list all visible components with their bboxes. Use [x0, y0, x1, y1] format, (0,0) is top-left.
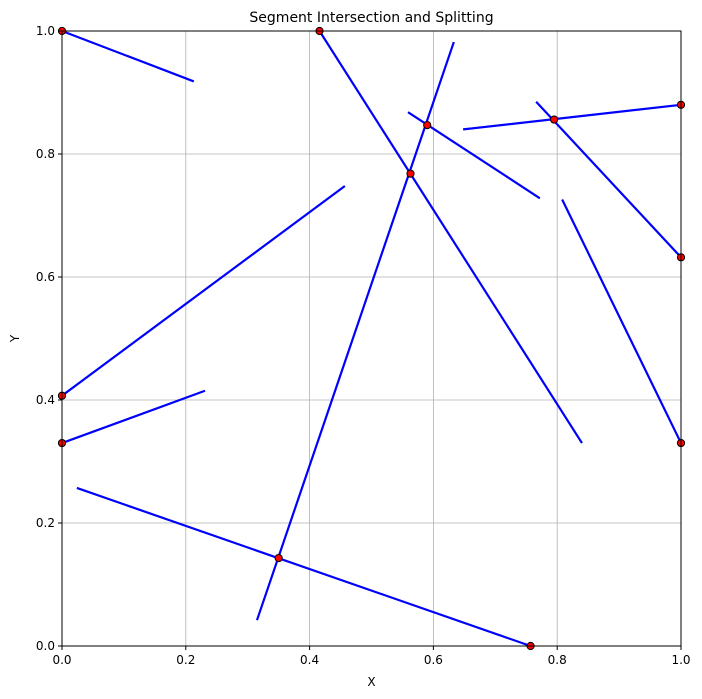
segment-line — [76, 486, 531, 648]
intersection-point — [406, 169, 415, 178]
segment-line — [61, 29, 195, 83]
y-tick-label: 1.0 — [36, 24, 55, 38]
x-tick-label: 0.0 — [52, 653, 71, 667]
point-layer — [57, 26, 686, 651]
segment-line — [61, 185, 346, 397]
chart-title: Segment Intersection and Splitting — [249, 10, 493, 26]
segment-line — [535, 100, 682, 259]
y-axis-label: Y — [8, 334, 22, 343]
intersection-point — [550, 115, 559, 124]
tick-layer: 0.0 0.2 0.4 0.6 0.8 1.0 0.0 0.2 0.4 0.6 0.8 1.0 — [36, 24, 691, 667]
x-tick-label: 0.8 — [548, 653, 567, 667]
segment-line — [255, 41, 455, 621]
segment-line — [462, 103, 682, 131]
segment-layer — [61, 29, 682, 648]
y-tick-label: 0.6 — [36, 270, 55, 284]
y-tick-label: 0.4 — [36, 393, 55, 407]
y-tick-label: 0.8 — [36, 147, 55, 161]
y-tick-label: 0.0 — [36, 639, 55, 653]
x-tick-label: 1.0 — [671, 653, 690, 667]
x-tick-label: 0.6 — [424, 653, 443, 667]
plot-frame — [61, 30, 682, 647]
intersection-point — [423, 120, 432, 130]
x-tick-label: 0.4 — [300, 653, 319, 667]
segment-line — [61, 389, 206, 445]
intersection-point — [274, 553, 283, 563]
x-tick-label: 0.2 — [176, 653, 195, 667]
segment-line — [318, 30, 583, 444]
segment-line — [561, 199, 682, 444]
x-axis-label: X — [367, 675, 375, 689]
y-tick-label: 0.2 — [36, 516, 55, 530]
